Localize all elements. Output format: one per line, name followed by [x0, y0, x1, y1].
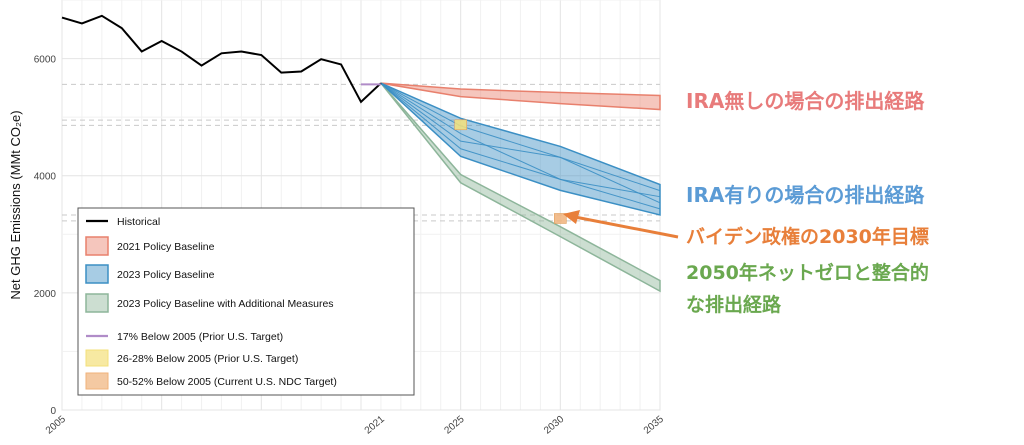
- legend-swatch-band: [85, 293, 109, 313]
- legend-label: 26-28% Below 2005 (Prior U.S. Target): [117, 353, 298, 365]
- legend-label: 2023 Policy Baseline: [117, 269, 215, 281]
- scenario-strand: [380, 82, 661, 192]
- annotation-net-zero-line2: な排出経路: [686, 294, 782, 316]
- legend: Historical 2021 Policy Baseline 2023 Polic…: [77, 207, 415, 396]
- target-50-52pct-box: [554, 213, 567, 224]
- legend-label: 50-52% Below 2005 (Current U.S. NDC Targ…: [117, 376, 337, 388]
- band-2023-policy-baseline-with-additional-measures: [380, 82, 661, 293]
- legend-label: 2023 Policy Baseline with Additional Mea…: [117, 298, 334, 310]
- annotation-without-ira: IRA無しの場合の排出経路: [686, 89, 925, 113]
- legend-swatch-target-box: [85, 372, 109, 390]
- band-2021-policy-baseline: [380, 82, 661, 111]
- x-tick-label: 2021: [363, 414, 387, 437]
- series-bands: [380, 82, 661, 293]
- scenario-strand: [380, 82, 661, 210]
- legend-box: [77, 207, 415, 396]
- target-26-28pct-box: [454, 119, 467, 131]
- legend-label: 17% Below 2005 (Prior U.S. Target): [117, 331, 283, 343]
- scenario-strand: [380, 82, 661, 198]
- y-tick-label: 0: [50, 406, 56, 417]
- y-tick-label: 6000: [34, 55, 57, 66]
- x-tick-label: 2025: [442, 414, 466, 437]
- annotation-net-zero-line1: 2050年ネットゼロと整合的: [686, 262, 929, 284]
- legend-label: 2021 Policy Baseline: [117, 241, 215, 253]
- y-axis-label: Net GHG Emissions (MMt CO₂e): [8, 110, 23, 299]
- x-tick-label: 2005: [44, 414, 68, 437]
- y-tick-label: 4000: [34, 172, 57, 183]
- scenario-strand: [380, 82, 661, 204]
- annotation-2030-target: バイデン政権の2030年目標: [686, 226, 929, 248]
- band-2023-policy-baseline: [380, 82, 661, 216]
- legend-swatch-band: [85, 264, 109, 284]
- x-tick-label: 2030: [542, 414, 566, 437]
- legend-swatch-band: [85, 236, 109, 256]
- legend-label: Historical: [117, 216, 160, 228]
- annotation-with-ira: IRA有りの場合の排出経路: [686, 183, 925, 207]
- legend-swatch-target-box: [85, 349, 109, 367]
- y-tick-label: 2000: [34, 289, 57, 300]
- historical-series: [61, 14, 382, 104]
- x-tick-label: 2035: [642, 414, 666, 437]
- historical-line: [61, 14, 382, 104]
- arrow-to-2030-target: [563, 210, 679, 239]
- target-markers: [361, 83, 567, 224]
